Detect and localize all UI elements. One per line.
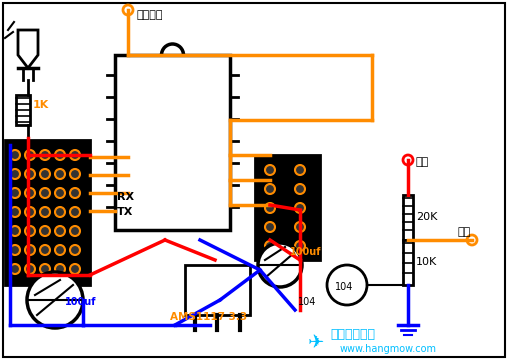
Text: AMS1117 3.3: AMS1117 3.3: [170, 312, 247, 322]
Circle shape: [55, 169, 65, 179]
Circle shape: [25, 245, 35, 255]
Circle shape: [25, 264, 35, 274]
Circle shape: [70, 245, 80, 255]
Bar: [115, 55, 230, 230]
Circle shape: [55, 188, 65, 198]
Circle shape: [10, 169, 20, 179]
Bar: [185, 265, 250, 315]
Circle shape: [467, 235, 477, 245]
Circle shape: [327, 265, 367, 305]
Circle shape: [10, 245, 20, 255]
Text: 电压测量: 电压测量: [136, 10, 163, 20]
Circle shape: [70, 169, 80, 179]
Circle shape: [25, 169, 35, 179]
Circle shape: [40, 150, 50, 160]
Circle shape: [55, 226, 65, 236]
Bar: [403, 195, 413, 240]
Circle shape: [123, 5, 133, 15]
Bar: [403, 240, 413, 285]
Circle shape: [70, 207, 80, 217]
Circle shape: [265, 241, 275, 251]
Circle shape: [55, 264, 65, 274]
Circle shape: [40, 188, 50, 198]
Circle shape: [55, 207, 65, 217]
Text: 100uf: 100uf: [65, 297, 97, 307]
Text: 1K: 1K: [33, 100, 49, 110]
Bar: [5, 140, 90, 285]
Circle shape: [25, 188, 35, 198]
Circle shape: [40, 169, 50, 179]
Circle shape: [25, 226, 35, 236]
Circle shape: [265, 184, 275, 194]
Circle shape: [70, 226, 80, 236]
Circle shape: [258, 243, 302, 287]
Text: 10K: 10K: [416, 257, 437, 267]
Text: 20K: 20K: [416, 212, 437, 222]
Circle shape: [295, 165, 305, 175]
Circle shape: [10, 207, 20, 217]
Circle shape: [265, 203, 275, 213]
Text: www.hangmow.com: www.hangmow.com: [340, 344, 437, 354]
Circle shape: [403, 155, 413, 165]
Circle shape: [25, 150, 35, 160]
Circle shape: [70, 264, 80, 274]
Text: 电压: 电压: [458, 227, 471, 237]
Text: ✈: ✈: [308, 333, 325, 352]
Text: RX: RX: [117, 192, 134, 202]
Circle shape: [265, 165, 275, 175]
Circle shape: [27, 272, 83, 328]
Text: 电池: 电池: [416, 157, 429, 167]
Circle shape: [40, 207, 50, 217]
Circle shape: [295, 222, 305, 232]
Circle shape: [10, 264, 20, 274]
Circle shape: [295, 241, 305, 251]
Circle shape: [40, 264, 50, 274]
Text: 100uf: 100uf: [290, 247, 322, 257]
Bar: [255, 155, 320, 260]
Circle shape: [10, 188, 20, 198]
Circle shape: [265, 222, 275, 232]
Text: TX: TX: [117, 207, 134, 217]
Circle shape: [295, 203, 305, 213]
Circle shape: [55, 150, 65, 160]
Text: 104: 104: [335, 282, 354, 292]
Circle shape: [55, 245, 65, 255]
Text: 104: 104: [298, 297, 316, 307]
Bar: [16, 95, 30, 125]
Circle shape: [295, 184, 305, 194]
Text: 爱飞航模论坛: 爱飞航模论坛: [330, 328, 375, 341]
Circle shape: [70, 188, 80, 198]
Circle shape: [70, 150, 80, 160]
Circle shape: [25, 207, 35, 217]
Circle shape: [40, 226, 50, 236]
Circle shape: [10, 150, 20, 160]
Circle shape: [10, 226, 20, 236]
Circle shape: [40, 245, 50, 255]
